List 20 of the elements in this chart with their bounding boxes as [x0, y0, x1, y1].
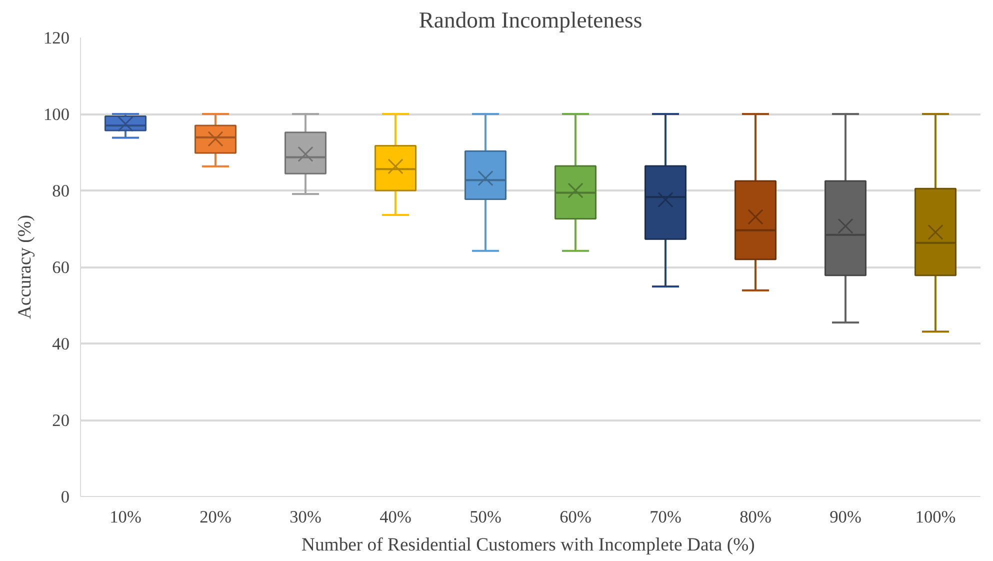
x-tick-label: 20% — [200, 508, 232, 526]
x-tick-label: 10% — [110, 508, 142, 526]
x-tick-label: 70% — [650, 508, 682, 526]
y-tick-label: 120 — [44, 28, 70, 48]
x-axis-title: Number of Residential Customers with Incomplete Data (%) — [302, 534, 755, 556]
x-tick-label: 40% — [380, 508, 412, 526]
x-tick-label: 60% — [560, 508, 592, 526]
y-tick-label: 20 — [52, 411, 70, 430]
chart-title: Random Incompleteness — [418, 8, 642, 32]
x-tick-label: 100% — [915, 508, 956, 526]
y-tick-label: 0 — [60, 488, 70, 506]
x-tick-label: 80% — [740, 508, 772, 526]
y-axis-title: Accuracy (%) — [14, 214, 36, 320]
y-tick-label: 80 — [52, 182, 70, 200]
x-tick-label: 50% — [470, 508, 502, 526]
x-tick-label: 90% — [830, 508, 862, 526]
x-tick-label: 30% — [290, 508, 322, 526]
y-tick-label: 100 — [44, 105, 70, 124]
y-tick-label: 60 — [52, 258, 70, 277]
y-tick-label: 40 — [52, 334, 70, 354]
